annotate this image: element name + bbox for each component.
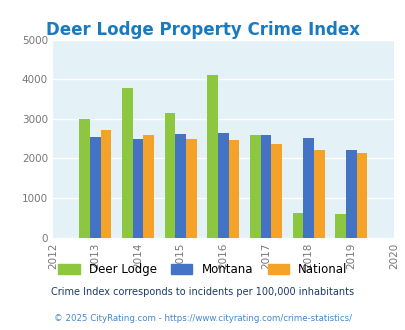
Bar xyxy=(217,133,228,238)
Bar xyxy=(79,119,90,238)
Bar xyxy=(292,213,303,238)
Text: Crime Index corresponds to incidents per 100,000 inhabitants: Crime Index corresponds to incidents per… xyxy=(51,287,354,297)
Bar xyxy=(90,137,100,238)
Bar xyxy=(164,113,175,238)
Bar xyxy=(345,150,356,238)
Bar xyxy=(122,88,132,238)
Bar xyxy=(303,138,313,238)
Bar xyxy=(132,139,143,238)
Bar xyxy=(143,135,153,238)
Bar xyxy=(356,153,366,238)
Text: Deer Lodge Property Crime Index: Deer Lodge Property Crime Index xyxy=(46,21,359,40)
Bar xyxy=(100,130,111,238)
Bar xyxy=(228,140,239,238)
Bar xyxy=(271,144,281,238)
Bar xyxy=(207,75,217,238)
Text: © 2025 CityRating.com - https://www.cityrating.com/crime-statistics/: © 2025 CityRating.com - https://www.city… xyxy=(54,314,351,323)
Legend: Deer Lodge, Montana, National: Deer Lodge, Montana, National xyxy=(53,258,352,281)
Bar xyxy=(313,150,324,238)
Bar xyxy=(260,135,271,238)
Bar xyxy=(175,134,185,238)
Bar xyxy=(249,135,260,238)
Bar xyxy=(185,139,196,238)
Bar xyxy=(335,214,345,238)
